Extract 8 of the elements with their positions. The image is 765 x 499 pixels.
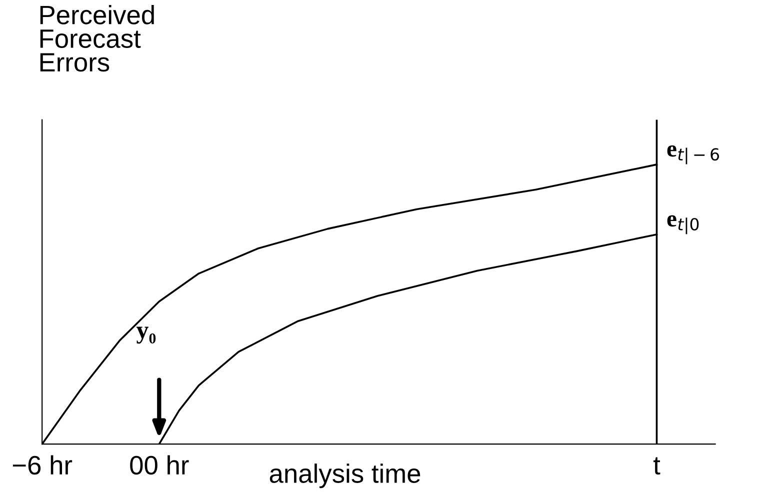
series-label: e$_{t|−6}$ xyxy=(667,145,720,164)
x-tick-label: 00 hr xyxy=(130,455,189,475)
x-tick-label: t xyxy=(653,457,660,475)
y-axis-title: Perceived Forecast Errors xyxy=(40,4,154,72)
annotation: y₀ xyxy=(136,326,156,344)
series-label: e$_{t|0}$ xyxy=(667,215,699,234)
x-axis-title: analysis time xyxy=(270,464,420,488)
x-tick-label: −6 hr xyxy=(12,455,72,475)
